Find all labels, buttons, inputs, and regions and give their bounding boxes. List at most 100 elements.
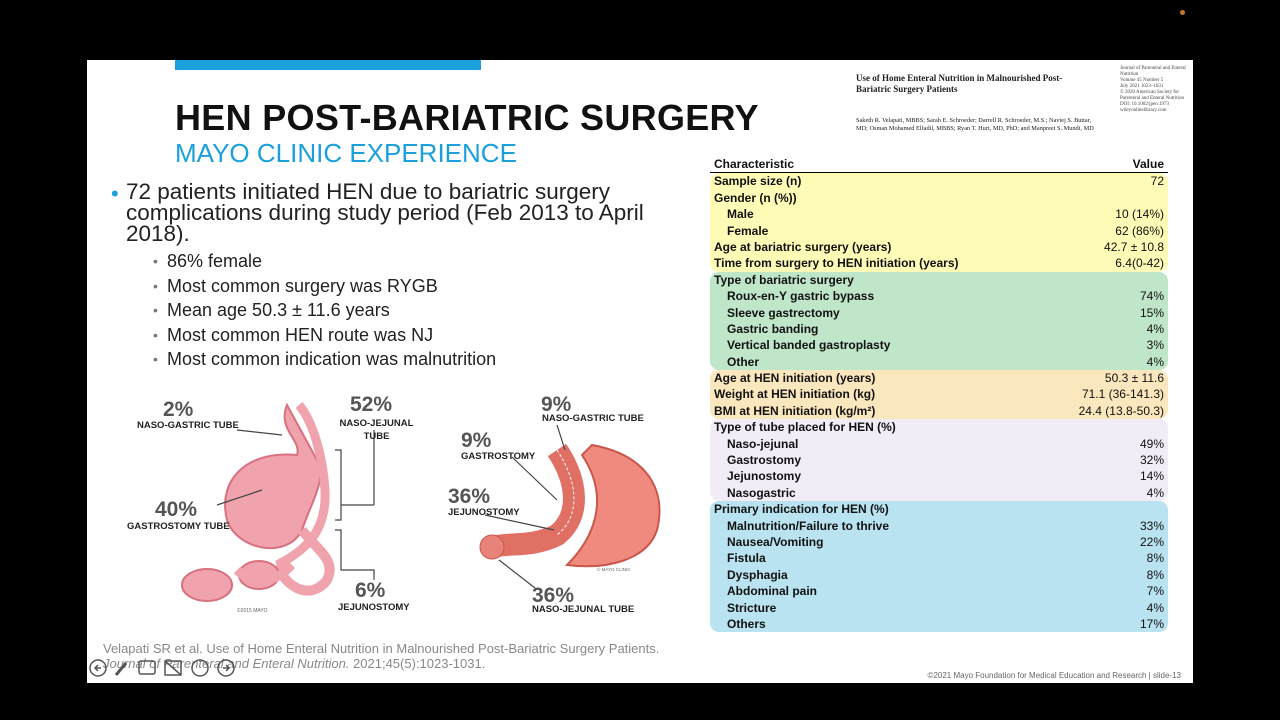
row-label: Others [727,616,766,631]
row-label: Roux-en-Y gastric bypass [727,289,875,304]
table-row: Roux-en-Y gastric bypass 74% [710,288,1168,304]
row-label: Sleeve gastrectomy [727,305,840,320]
row-value: 4% [1146,600,1164,615]
row-value: 33% [1139,518,1164,533]
journal-info-line: Nutrition [1120,72,1139,77]
main-bullet: 72 patients initiated HEN due to bariatr… [126,179,644,246]
figure-percent: 2% [163,398,194,421]
row-value: 62 (86%) [1115,223,1164,238]
table-row: Abdominal pain 7% [710,583,1168,599]
table-row: Gastrostomy 32% [710,452,1168,468]
bullet-dot: • [111,181,119,206]
row-value: 71.1 (36-141.3) [1081,387,1164,402]
row-label: Weight at HEN initiation (kg) [714,387,876,402]
table-row: Naso-jejunal 49% [710,436,1168,452]
figure-label: NASO-GASTRIC TUBE [137,420,239,431]
journal-info-line: © 2020 American Society for [1120,90,1180,95]
row-label: Other [727,354,760,369]
citation: Velapati SR et al. Use of Home Enteral N… [103,641,663,671]
table-row: Time from surgery to HEN initiation (yea… [710,255,1168,271]
figure-label: JEJUNOSTOMY [338,602,410,613]
table-row: Gastric banding 4% [710,321,1168,337]
row-label: Male [727,207,754,222]
left-anatomy [181,402,335,602]
slide: HEN POST-BARIATRIC SURGERY MAYO CLINIC E… [87,60,1193,683]
figure-percent: 9% [541,393,572,416]
row-value: 8% [1146,567,1164,582]
row-value: 3% [1146,338,1164,353]
row-value: 8% [1146,551,1164,566]
journal-info: Journal of Parenteral and Enteral Nutriti… [1120,66,1186,114]
table-row: Others 17% [710,616,1168,632]
player-toolbar [87,656,247,680]
row-value: 22% [1139,534,1164,549]
paper-authors: Saketh R. Velapati, MBBS; Sarah E. Schro… [856,117,1094,132]
table-row: Nausea/Vomiting 22% [710,534,1168,550]
table-group: Type of bariatric surgery Roux-en-Y gastr… [710,271,1168,371]
row-value: 72 [1150,174,1164,189]
bullet-dot: • [153,326,158,343]
row-value: 42.7 ± 10.8 [1104,239,1164,254]
accent-bar [175,60,481,70]
prev-button[interactable] [89,659,107,677]
figure-percent: 40% [155,498,198,521]
row-label: Age at HEN initiation (years) [714,371,876,386]
table-row: Female 62 (86%) [710,223,1168,239]
sub-bullet: Most common indication was malnutrition [167,349,497,369]
citation-text: Velapati SR et al. Use of Home Enteral N… [103,641,660,656]
table-row: Age at bariatric surgery (years) 42.7 ± 1… [710,239,1168,255]
pen-button[interactable] [114,662,128,676]
captions-button[interactable] [138,660,156,675]
journal-info-line: Parenteral and Enteral Nutrition [1120,96,1185,101]
table-row: Sample size (n) 72 [710,173,1168,189]
figure-label: GASTROSTOMY [461,451,536,462]
table-row: Primary indication for HEN (%) [710,501,1168,517]
figure-percent: 36% [532,584,575,607]
figure-percent: 52% [350,393,393,416]
table-row: Jejunostomy 14% [710,468,1168,484]
table-group: Type of tube placed for HEN (%) Naso-jeju… [710,419,1168,502]
figure-credit: © MAYO CLINIC [597,567,631,572]
row-value: 15% [1139,305,1164,320]
more-button[interactable] [191,659,209,677]
row-label: BMI at HEN initiation (kg/m²) [714,403,876,418]
row-value: 14% [1139,469,1164,484]
table-row: Malnutrition/Failure to thrive 33% [710,518,1168,534]
bullet-dot: • [153,302,158,318]
row-value: 74% [1139,289,1164,304]
row-label: Gender (n (%)) [714,190,797,205]
illustrations [181,402,661,602]
slide-subtitle: MAYO CLINIC EXPERIENCE [175,138,517,168]
row-label: Type of tube placed for HEN (%) [714,420,896,435]
figure-percent: 9% [461,429,492,452]
figure-label: GASTROSTOMY TUBE [127,521,230,532]
row-value: 10 (14%) [1115,207,1164,222]
figure-percent: 36% [448,485,491,508]
left-pointers [216,429,375,580]
table-row: Gender (n (%)) [710,190,1168,206]
table-row: Male 10 (14%) [710,206,1168,222]
slides-button[interactable] [164,660,182,676]
row-label: Nausea/Vomiting [727,534,824,549]
journal-info-line: wileyonlinelibrary.com [1120,108,1167,113]
row-value: 4% [1146,485,1164,500]
next-button[interactable] [217,659,235,677]
row-label: Gastrostomy [727,453,802,468]
row-value: 4% [1146,321,1164,336]
row-label: Jejunostomy [727,469,802,484]
row-label: Malnutrition/Failure to thrive [727,518,890,533]
row-label: Nasogastric [727,485,796,500]
row-value: 24.4 (13.8-50.3) [1078,403,1164,418]
citation-details: 2021;45(5):1023-1031. [353,656,486,671]
figure-label: NASO-JEJUNAL TUBE [532,604,635,615]
row-label: Stricture [727,600,777,615]
row-label: Time from surgery to HEN initiation (yea… [714,256,959,271]
row-label: Type of bariatric surgery [714,272,854,287]
row-value: 4% [1146,354,1164,369]
table-row: Type of bariatric surgery [710,272,1168,288]
row-value: 17% [1139,616,1164,631]
table-row: Vertical banded gastroplasty 3% [710,337,1168,353]
row-value: 49% [1139,436,1164,451]
table-row: Age at HEN initiation (years) 50.3 ± 11.6 [710,370,1168,386]
